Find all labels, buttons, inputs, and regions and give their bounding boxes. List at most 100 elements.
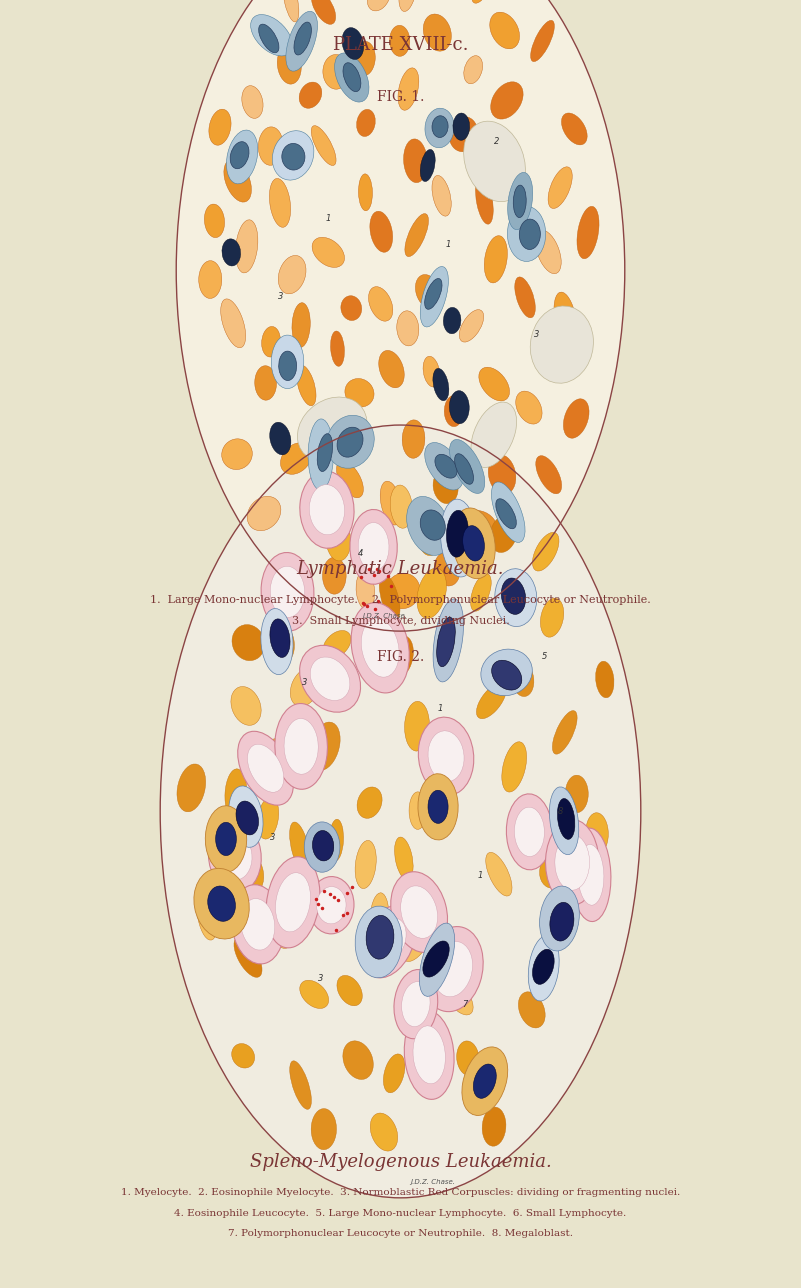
Ellipse shape bbox=[311, 1109, 336, 1150]
Ellipse shape bbox=[463, 526, 485, 562]
Ellipse shape bbox=[405, 702, 429, 751]
Ellipse shape bbox=[433, 368, 449, 401]
Ellipse shape bbox=[336, 461, 364, 497]
Ellipse shape bbox=[578, 845, 604, 905]
Ellipse shape bbox=[400, 886, 437, 938]
Ellipse shape bbox=[492, 661, 521, 690]
Text: 8: 8 bbox=[558, 808, 563, 815]
Ellipse shape bbox=[208, 819, 261, 893]
Ellipse shape bbox=[405, 214, 429, 256]
Ellipse shape bbox=[286, 12, 317, 71]
Ellipse shape bbox=[248, 496, 281, 531]
Ellipse shape bbox=[299, 82, 322, 108]
Ellipse shape bbox=[241, 899, 275, 951]
Text: FIG. 1.: FIG. 1. bbox=[376, 90, 425, 103]
Ellipse shape bbox=[432, 175, 451, 216]
Ellipse shape bbox=[357, 787, 382, 818]
Ellipse shape bbox=[266, 857, 320, 948]
Ellipse shape bbox=[284, 719, 318, 774]
Ellipse shape bbox=[549, 903, 574, 942]
Ellipse shape bbox=[231, 1043, 255, 1068]
Ellipse shape bbox=[481, 649, 533, 696]
Ellipse shape bbox=[390, 486, 413, 528]
Ellipse shape bbox=[261, 608, 293, 675]
Ellipse shape bbox=[236, 801, 259, 835]
Ellipse shape bbox=[449, 390, 469, 424]
Ellipse shape bbox=[361, 618, 399, 677]
Ellipse shape bbox=[264, 738, 289, 777]
Ellipse shape bbox=[577, 206, 599, 259]
Ellipse shape bbox=[485, 236, 507, 283]
Ellipse shape bbox=[237, 853, 264, 893]
Ellipse shape bbox=[269, 179, 291, 227]
Ellipse shape bbox=[259, 24, 279, 53]
Ellipse shape bbox=[388, 636, 413, 677]
Ellipse shape bbox=[508, 173, 533, 229]
Ellipse shape bbox=[232, 625, 264, 661]
Ellipse shape bbox=[459, 309, 484, 343]
Ellipse shape bbox=[389, 26, 410, 57]
Ellipse shape bbox=[422, 926, 483, 1011]
Ellipse shape bbox=[329, 819, 344, 860]
Ellipse shape bbox=[270, 567, 304, 617]
Ellipse shape bbox=[337, 975, 362, 1006]
Ellipse shape bbox=[300, 471, 354, 549]
Ellipse shape bbox=[413, 1038, 433, 1069]
Ellipse shape bbox=[343, 63, 360, 91]
Ellipse shape bbox=[548, 167, 572, 209]
Ellipse shape bbox=[272, 130, 314, 180]
Ellipse shape bbox=[428, 791, 448, 823]
Ellipse shape bbox=[404, 139, 427, 183]
Ellipse shape bbox=[401, 981, 430, 1027]
Ellipse shape bbox=[421, 149, 435, 182]
Ellipse shape bbox=[297, 397, 367, 462]
Ellipse shape bbox=[290, 1061, 312, 1109]
Text: 4: 4 bbox=[358, 550, 363, 558]
Ellipse shape bbox=[221, 299, 246, 348]
Ellipse shape bbox=[396, 310, 419, 346]
Text: Spleno-Myelogenous Leukaemia.: Spleno-Myelogenous Leukaemia. bbox=[250, 1153, 551, 1171]
Ellipse shape bbox=[231, 885, 284, 963]
Ellipse shape bbox=[290, 667, 320, 706]
Ellipse shape bbox=[562, 113, 587, 144]
Ellipse shape bbox=[300, 495, 334, 526]
Ellipse shape bbox=[530, 21, 554, 62]
Ellipse shape bbox=[420, 923, 455, 997]
Ellipse shape bbox=[464, 510, 497, 541]
Ellipse shape bbox=[399, 0, 417, 12]
Ellipse shape bbox=[323, 631, 351, 658]
Ellipse shape bbox=[519, 219, 541, 250]
Ellipse shape bbox=[261, 553, 314, 631]
Ellipse shape bbox=[405, 1010, 454, 1100]
Ellipse shape bbox=[513, 185, 526, 218]
Ellipse shape bbox=[218, 832, 252, 880]
Ellipse shape bbox=[555, 835, 590, 890]
Ellipse shape bbox=[370, 211, 392, 252]
Ellipse shape bbox=[308, 419, 333, 489]
Ellipse shape bbox=[371, 918, 406, 965]
Ellipse shape bbox=[290, 822, 310, 873]
Ellipse shape bbox=[394, 970, 437, 1038]
Ellipse shape bbox=[533, 532, 559, 571]
Ellipse shape bbox=[343, 1041, 373, 1079]
Text: FIG. 2.: FIG. 2. bbox=[377, 650, 424, 663]
Ellipse shape bbox=[449, 439, 485, 493]
Ellipse shape bbox=[205, 806, 247, 872]
Ellipse shape bbox=[449, 117, 478, 152]
Ellipse shape bbox=[312, 237, 344, 268]
Ellipse shape bbox=[199, 260, 222, 299]
Ellipse shape bbox=[496, 498, 517, 529]
Ellipse shape bbox=[242, 85, 263, 118]
Ellipse shape bbox=[215, 822, 236, 855]
Text: 3: 3 bbox=[302, 679, 307, 687]
Ellipse shape bbox=[317, 434, 332, 471]
Ellipse shape bbox=[177, 764, 206, 811]
Ellipse shape bbox=[540, 886, 579, 951]
Ellipse shape bbox=[433, 470, 458, 504]
Ellipse shape bbox=[277, 45, 301, 84]
Ellipse shape bbox=[323, 880, 348, 920]
Ellipse shape bbox=[423, 14, 451, 52]
Ellipse shape bbox=[276, 903, 304, 948]
Ellipse shape bbox=[541, 598, 564, 638]
Ellipse shape bbox=[433, 942, 473, 997]
